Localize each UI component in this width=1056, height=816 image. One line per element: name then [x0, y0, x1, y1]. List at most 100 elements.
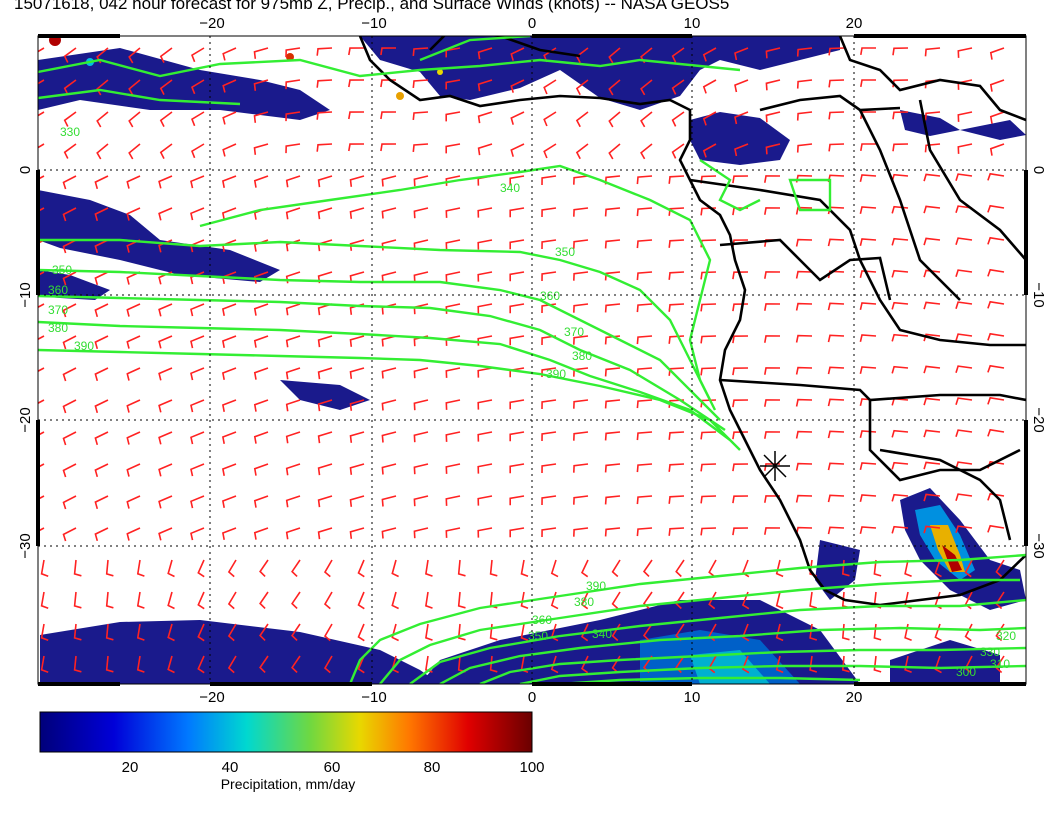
wind-barb	[732, 463, 749, 472]
wind-barb	[357, 559, 365, 578]
wind-barb	[765, 47, 781, 59]
wind-barb	[924, 143, 941, 153]
wind-barb	[550, 655, 559, 674]
wind-barb	[380, 47, 397, 56]
wind-barb	[221, 207, 237, 220]
wind-barb	[381, 399, 397, 411]
wind-barb	[445, 111, 461, 122]
wind-barb	[96, 79, 109, 96]
wind-barb	[891, 493, 909, 502]
wind-barb	[94, 303, 109, 318]
wind-barb	[381, 527, 397, 539]
wind-barb	[477, 143, 493, 156]
wind-barb	[317, 207, 333, 220]
wind-barb	[413, 271, 429, 283]
wind-barb	[700, 527, 717, 536]
wind-barb	[580, 655, 589, 674]
wind-barb	[640, 111, 653, 128]
coastline-layer	[358, 36, 1026, 607]
wind-barb	[573, 495, 589, 505]
wind-barb	[955, 333, 973, 341]
wind-barb	[158, 335, 173, 349]
wind-barb	[40, 623, 49, 641]
wind-barb	[38, 399, 45, 405]
wind-barb	[608, 111, 621, 128]
wind-barb	[668, 271, 685, 280]
wind-barb	[955, 461, 973, 469]
wind-barb	[795, 238, 813, 247]
wind-barb	[63, 79, 77, 95]
wind-barb	[73, 591, 82, 609]
wind-barb	[94, 399, 109, 414]
wind-barb	[671, 143, 685, 159]
contour-label: 340	[592, 627, 612, 641]
wind-barb	[732, 527, 749, 536]
wind-barb	[573, 303, 589, 313]
wind-barb	[197, 591, 205, 610]
wind-barb	[741, 655, 750, 674]
wind-barb	[732, 271, 749, 280]
wind-barb	[573, 271, 589, 281]
wind-barb	[128, 143, 141, 160]
wind-barb	[604, 271, 621, 281]
wind-barb	[357, 623, 365, 642]
wind-barb	[413, 367, 429, 379]
wind-barb	[191, 47, 205, 63]
wind-barb	[734, 47, 749, 61]
wind-barb	[795, 270, 813, 279]
wind-barb	[795, 494, 813, 503]
wind-barb	[128, 111, 141, 128]
wind-barb	[128, 79, 141, 96]
wind-barb	[253, 335, 269, 348]
wind-barb	[827, 270, 845, 279]
wind-barb	[541, 239, 557, 250]
wind-barb	[380, 143, 397, 152]
contour-label-group: 330 340 350 350 360 360 370 370 380 380 …	[48, 125, 1016, 679]
wind-barb	[221, 527, 237, 540]
wind-barb	[509, 527, 525, 538]
wind-barb	[764, 495, 781, 503]
wind-barb	[700, 463, 717, 472]
wind-barb	[732, 367, 749, 376]
wind-barb	[317, 527, 333, 540]
wind-barb	[955, 397, 973, 405]
wind-barb	[891, 301, 909, 310]
wind-barb	[636, 207, 653, 217]
wind-barb	[291, 655, 301, 673]
wind-barb	[190, 175, 205, 189]
wind-barb	[575, 79, 589, 96]
wind-barb	[841, 655, 850, 673]
wind-barb	[105, 623, 114, 641]
wind-barb	[859, 270, 877, 278]
wind-barb	[702, 143, 717, 158]
wind-barb	[573, 335, 589, 345]
wind-barb	[859, 302, 877, 310]
wind-barb	[668, 527, 685, 536]
wind-barb	[457, 591, 466, 609]
wind-barb	[509, 207, 525, 218]
wind-barb	[859, 366, 877, 374]
wind-barb	[732, 431, 749, 440]
contour-label: 340	[500, 181, 520, 195]
wind-barb	[381, 463, 397, 475]
wind-barb	[923, 461, 941, 470]
wind-barb	[573, 431, 589, 441]
wind-barb	[543, 79, 557, 95]
lat-tick-right: 0	[1030, 166, 1047, 174]
wind-barb	[167, 623, 175, 642]
wind-barb	[924, 47, 941, 57]
lat-tick-right: −30	[1030, 533, 1047, 558]
wind-barb	[764, 207, 781, 215]
wind-barb	[349, 527, 365, 539]
wind-barb	[934, 655, 942, 674]
wind-barb	[510, 143, 525, 157]
wind-barb	[190, 367, 205, 381]
wind-barb	[412, 111, 429, 120]
wind-barb	[509, 175, 525, 186]
lon-tick-bottom: −20	[199, 689, 224, 706]
wind-barb	[636, 239, 653, 249]
wind-barb	[381, 495, 397, 507]
wind-barb	[222, 143, 237, 157]
wind-barb	[291, 591, 301, 609]
